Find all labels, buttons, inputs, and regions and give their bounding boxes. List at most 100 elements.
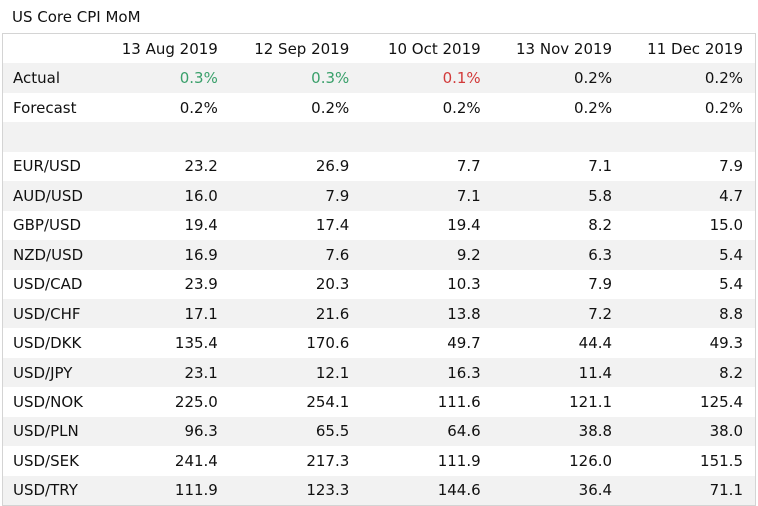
pair-value: 5.4 <box>719 275 743 294</box>
pair-value: 7.1 <box>588 157 613 176</box>
pair-value: 16.9 <box>184 245 218 264</box>
pair-value: 96.3 <box>184 422 218 441</box>
row-label: Forecast <box>13 98 77 117</box>
pair-value: 38.8 <box>578 422 613 441</box>
table-row: USD/TRY 111.9 123.3 144.6 36.4 71.1 <box>2 475 756 506</box>
pair-value: 11.4 <box>578 363 613 382</box>
table-title: US Core CPI MoM <box>12 8 141 26</box>
table-row: EUR/USD 23.2 26.9 7.7 7.1 7.9 <box>3 152 756 181</box>
pair-value: 123.3 <box>306 481 350 500</box>
pair-value: 12.1 <box>315 363 350 382</box>
pair-value: 217.3 <box>306 451 350 470</box>
pair-value: 19.4 <box>447 216 481 235</box>
table-row: AUD/USD 16.0 7.9 7.1 5.8 4.7 <box>2 181 756 211</box>
pair-value: 135.4 <box>174 334 218 353</box>
pair-value: 20.3 <box>315 275 350 294</box>
row-label: Actual <box>13 69 60 88</box>
pair-value: 126.0 <box>569 451 613 470</box>
date-header: 10 Oct 2019 <box>387 39 481 58</box>
pair-value: 49.3 <box>709 334 743 353</box>
forecast-row: Forecast 0.2% 0.2% 0.2% 0.2% 0.2% <box>3 93 756 122</box>
spacer-row <box>2 122 756 152</box>
pair-value: 21.6 <box>315 304 350 323</box>
pair-value: 7.9 <box>719 157 743 176</box>
forecast-value: 0.2% <box>179 98 218 117</box>
pair-value: 23.2 <box>184 157 218 176</box>
date-header: 13 Nov 2019 <box>516 39 613 58</box>
pair-label: USD/CHF <box>13 304 81 323</box>
pair-value: 5.4 <box>719 245 743 264</box>
table-row: USD/PLN 96.3 65.5 64.6 38.8 38.0 <box>2 416 756 447</box>
pair-value: 17.1 <box>184 304 218 323</box>
pair-value: 23.1 <box>184 363 218 382</box>
actual-value: 0.2% <box>573 69 613 88</box>
pair-value: 38.0 <box>709 422 743 441</box>
pair-label: GBP/USD <box>13 216 82 235</box>
forecast-value: 0.2% <box>704 98 743 117</box>
actual-value: 0.3% <box>179 69 218 88</box>
pair-label: USD/TRY <box>13 481 78 500</box>
pair-value: 26.9 <box>315 157 350 176</box>
pair-value: 8.8 <box>719 304 743 323</box>
actual-value: 0.2% <box>704 69 743 88</box>
pair-value: 7.9 <box>325 186 350 205</box>
pair-label: USD/JPY <box>13 363 73 382</box>
pair-value: 16.3 <box>447 363 481 382</box>
date-header: 13 Aug 2019 <box>121 39 218 58</box>
actual-row: Actual 0.3% 0.3% 0.1% 0.2% 0.2% <box>2 63 756 93</box>
forecast-value: 0.2% <box>442 98 481 117</box>
pair-label: USD/CAD <box>13 275 83 294</box>
pair-value: 49.7 <box>447 334 481 353</box>
pair-value: 151.5 <box>700 451 743 470</box>
pair-label: USD/SEK <box>13 451 79 470</box>
actual-value: 0.3% <box>311 69 350 88</box>
pair-value: 16.0 <box>184 186 218 205</box>
header-row: 13 Aug 2019 12 Sep 2019 10 Oct 2019 13 N… <box>3 34 756 64</box>
pair-value: 125.4 <box>700 392 743 411</box>
pair-value: 7.9 <box>588 275 613 294</box>
pair-label: NZD/USD <box>13 245 84 264</box>
pair-value: 19.4 <box>184 216 218 235</box>
table-row: USD/SEK 241.4 217.3 111.9 126.0 151.5 <box>3 446 756 475</box>
table-row: USD/CHF 17.1 21.6 13.8 7.2 8.8 <box>2 298 756 329</box>
pair-label: USD/NOK <box>13 392 83 411</box>
pair-label: USD/PLN <box>13 422 79 441</box>
pair-value: 8.2 <box>588 216 613 235</box>
pair-value: 225.0 <box>174 392 218 411</box>
table-row: GBP/USD 19.4 17.4 19.4 8.2 15.0 <box>3 211 756 240</box>
forecast-value: 0.2% <box>573 98 613 117</box>
pair-value: 8.2 <box>719 363 743 382</box>
pair-value: 17.4 <box>315 216 350 235</box>
pair-label: USD/DKK <box>13 334 82 353</box>
pair-value: 9.2 <box>456 245 481 264</box>
pair-value: 64.6 <box>447 422 481 441</box>
pair-value: 23.9 <box>184 275 218 294</box>
pair-value: 65.5 <box>315 422 350 441</box>
pair-value: 44.4 <box>578 334 613 353</box>
pair-value: 6.3 <box>588 245 613 264</box>
pair-value: 10.3 <box>447 275 481 294</box>
table-row: USD/CAD 23.9 20.3 10.3 7.9 5.4 <box>3 270 756 299</box>
cpi-table: 13 Aug 2019 12 Sep 2019 10 Oct 2019 13 N… <box>2 33 756 506</box>
table-row: USD/NOK 225.0 254.1 111.6 121.1 125.4 <box>3 387 756 416</box>
actual-value: 0.1% <box>442 69 481 88</box>
date-header: 12 Sep 2019 <box>254 39 350 58</box>
pair-value: 170.6 <box>306 334 350 353</box>
pair-value: 4.7 <box>719 186 743 205</box>
pair-value: 144.6 <box>437 481 481 500</box>
pair-value: 36.4 <box>578 481 613 500</box>
pair-value: 15.0 <box>709 216 743 235</box>
corner-cell <box>3 34 99 64</box>
pair-value: 7.1 <box>456 186 481 205</box>
table-row: USD/JPY 23.1 12.1 16.3 11.4 8.2 <box>2 357 756 388</box>
pair-value: 241.4 <box>174 451 218 470</box>
pair-value: 7.7 <box>456 157 481 176</box>
pair-value: 13.8 <box>447 304 481 323</box>
table-row: USD/DKK 135.4 170.6 49.7 44.4 49.3 <box>3 328 756 357</box>
pair-label: AUD/USD <box>13 186 83 205</box>
pair-value: 71.1 <box>709 481 743 500</box>
pair-label: EUR/USD <box>13 157 81 176</box>
table-body: 13 Aug 2019 12 Sep 2019 10 Oct 2019 13 N… <box>2 34 756 506</box>
pair-value: 111.9 <box>437 451 481 470</box>
forecast-value: 0.2% <box>311 98 350 117</box>
